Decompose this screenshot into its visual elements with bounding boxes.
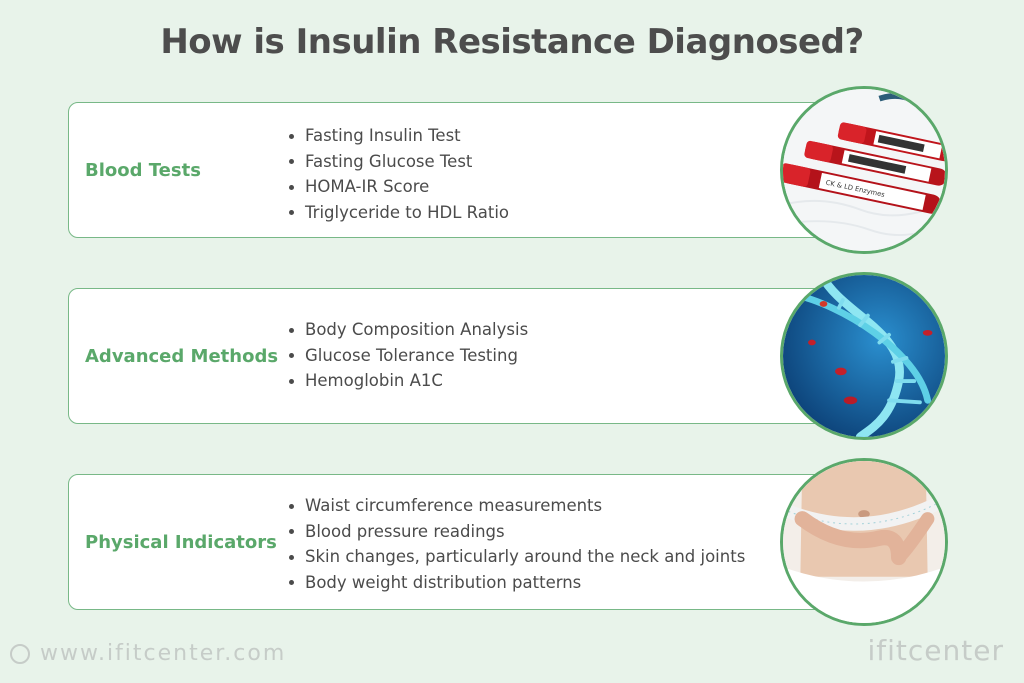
list-item: HOMA-IR Score: [287, 174, 509, 200]
section-list: Fasting Insulin Test Fasting Glucose Tes…: [287, 123, 509, 225]
list-item: Hemoglobin A1C: [287, 368, 528, 394]
waist-measuring-tape-photo: [780, 458, 948, 626]
ifitcenter-logo-icon: [10, 643, 30, 664]
section-card-physical-indicators: Physical Indicators Waist circumference …: [68, 474, 888, 610]
section-card-advanced-methods: Advanced Methods Body Composition Analys…: [68, 288, 888, 424]
list-item: Fasting Insulin Test: [287, 123, 509, 149]
list-item: Waist circumference measurements: [287, 493, 745, 519]
section-list: Body Composition Analysis Glucose Tolera…: [287, 317, 528, 394]
brand-logo: ifitcenter: [867, 634, 1004, 667]
list-item: Body Composition Analysis: [287, 317, 528, 343]
dna-helix-photo: [780, 272, 948, 440]
section-list: Waist circumference measurements Blood p…: [287, 493, 745, 595]
list-item: Blood pressure readings: [287, 519, 745, 545]
blood-test-tubes-photo: CK & LD Enzymes: [780, 86, 948, 254]
footer-website[interactable]: www.ifitcenter.com: [10, 641, 286, 666]
list-item: Body weight distribution patterns: [287, 570, 745, 596]
section-card-blood-tests: Blood Tests Fasting Insulin Test Fasting…: [68, 102, 888, 238]
list-item: Fasting Glucose Test: [287, 149, 509, 175]
list-item: Skin changes, particularly around the ne…: [287, 544, 745, 570]
list-item: Triglyceride to HDL Ratio: [287, 200, 509, 226]
footer-url-text: www.ifitcenter.com: [40, 641, 287, 666]
list-item: Glucose Tolerance Testing: [287, 343, 528, 369]
section-heading: Blood Tests: [85, 159, 201, 181]
page-title: How is Insulin Resistance Diagnosed?: [160, 22, 864, 62]
section-heading: Physical Indicators: [85, 531, 277, 553]
section-heading: Advanced Methods: [85, 345, 279, 367]
